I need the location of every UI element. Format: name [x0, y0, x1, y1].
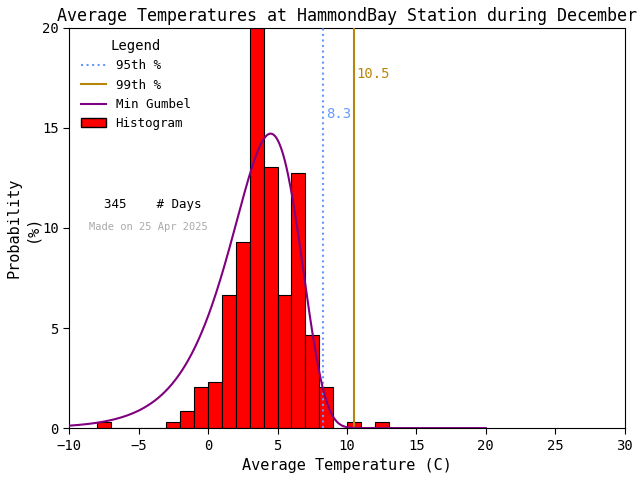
Min Gumbel [292, 214, 300, 219]
Bar [305, 335, 319, 428]
Bar [222, 295, 236, 428]
Y-axis label: Probability
(%): Probability (%) [7, 178, 39, 278]
Min Gumbel [314, 363, 322, 369]
Min Gumbel [65, 423, 73, 429]
Bar [195, 387, 208, 428]
Text: 10.5: 10.5 [356, 67, 390, 81]
X-axis label: Average Temperature (C): Average Temperature (C) [242, 458, 452, 473]
Bar [291, 173, 305, 428]
Bar [97, 422, 111, 428]
Bar [319, 387, 333, 428]
Bar [166, 422, 180, 428]
Min Gumbel [267, 131, 275, 136]
Bar [180, 411, 195, 428]
Bar [347, 422, 361, 428]
Min Gumbel [473, 425, 481, 431]
Legend: 95th %, 99th %, Min Gumbel, Histogram: 95th %, 99th %, Min Gumbel, Histogram [76, 34, 196, 135]
95th % [319, 425, 327, 431]
Title: Average Temperatures at HammondBay Station during December: Average Temperatures at HammondBay Stati… [57, 7, 637, 25]
95th % [319, 405, 327, 411]
Bar [250, 28, 264, 428]
Bar [236, 242, 250, 428]
Bar [208, 382, 222, 428]
Text: Made on 25 Apr 2025: Made on 25 Apr 2025 [89, 222, 207, 232]
Min Gumbel [263, 132, 271, 138]
99th % [350, 405, 358, 411]
Bar [278, 295, 291, 428]
Min Gumbel [266, 131, 273, 137]
Bar [264, 167, 278, 428]
Min Gumbel [482, 425, 490, 431]
99th % [350, 425, 358, 431]
Line: Min Gumbel: Min Gumbel [69, 133, 486, 428]
Min Gumbel [408, 425, 415, 431]
Bar [375, 422, 388, 428]
Text: 345    # Days: 345 # Days [89, 198, 201, 211]
Text: 8.3: 8.3 [326, 107, 351, 121]
